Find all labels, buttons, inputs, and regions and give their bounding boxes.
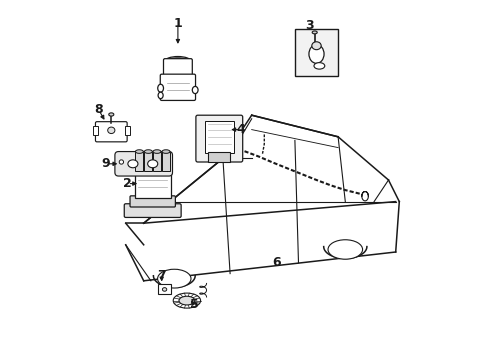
FancyBboxPatch shape: [196, 115, 242, 162]
Ellipse shape: [168, 58, 187, 64]
Text: 1: 1: [173, 17, 182, 30]
Ellipse shape: [107, 127, 115, 134]
Ellipse shape: [173, 293, 200, 308]
Ellipse shape: [308, 45, 324, 63]
Bar: [134, 171, 170, 198]
Ellipse shape: [179, 296, 194, 305]
Bar: [158, 284, 171, 294]
Ellipse shape: [147, 160, 158, 168]
FancyBboxPatch shape: [115, 152, 172, 176]
Ellipse shape: [158, 84, 163, 92]
Text: 7: 7: [157, 269, 166, 282]
Text: 8: 8: [94, 103, 103, 116]
Ellipse shape: [108, 113, 114, 116]
Ellipse shape: [164, 57, 190, 66]
Ellipse shape: [119, 160, 123, 164]
Bar: [144, 152, 152, 171]
Ellipse shape: [127, 160, 138, 168]
FancyBboxPatch shape: [124, 204, 181, 217]
Ellipse shape: [192, 86, 198, 94]
FancyBboxPatch shape: [160, 74, 195, 100]
Ellipse shape: [327, 240, 362, 259]
Ellipse shape: [153, 150, 161, 153]
Bar: [125, 126, 130, 135]
Text: 5: 5: [189, 298, 198, 311]
FancyBboxPatch shape: [163, 59, 192, 79]
FancyBboxPatch shape: [95, 122, 127, 142]
Text: 6: 6: [272, 256, 281, 269]
Bar: [294, 29, 337, 76]
Text: 4: 4: [236, 123, 245, 136]
Ellipse shape: [135, 150, 143, 153]
Ellipse shape: [158, 92, 163, 99]
FancyBboxPatch shape: [130, 196, 175, 207]
Ellipse shape: [313, 63, 324, 69]
Bar: [162, 152, 170, 171]
Bar: [153, 152, 161, 171]
Bar: [208, 152, 230, 162]
Ellipse shape: [311, 31, 317, 34]
Bar: [204, 121, 233, 153]
Text: 2: 2: [123, 177, 132, 190]
Bar: [92, 126, 98, 135]
Text: 3: 3: [305, 19, 313, 32]
Ellipse shape: [311, 42, 321, 50]
Ellipse shape: [157, 269, 191, 288]
Ellipse shape: [162, 288, 166, 291]
Bar: [135, 152, 143, 171]
Ellipse shape: [144, 150, 152, 153]
Text: 9: 9: [102, 157, 110, 170]
Ellipse shape: [162, 150, 170, 153]
